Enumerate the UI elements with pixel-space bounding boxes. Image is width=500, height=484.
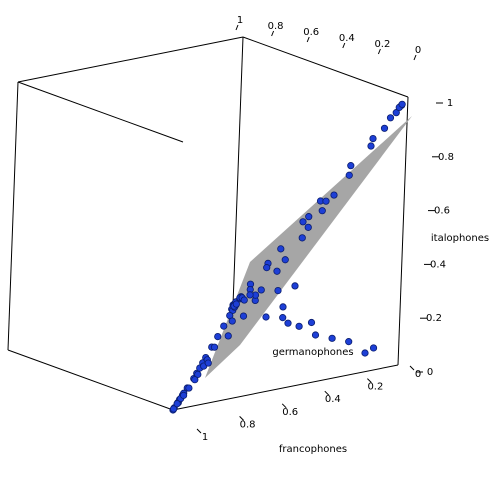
point — [299, 218, 307, 226]
point — [239, 312, 248, 320]
point — [311, 331, 320, 339]
point — [295, 322, 303, 330]
point — [307, 318, 316, 327]
point — [214, 332, 222, 341]
point — [361, 349, 369, 357]
point — [210, 343, 219, 351]
box-edge — [172, 364, 399, 411]
tick-mark — [413, 54, 417, 61]
tick-label: 0.2 — [374, 39, 390, 50]
tick-label: 0.8 — [438, 152, 454, 163]
point — [232, 300, 240, 308]
point — [367, 142, 375, 150]
point — [191, 376, 199, 384]
tick-mark — [409, 365, 415, 371]
point — [386, 114, 395, 122]
point — [369, 135, 377, 143]
tick-label: 1 — [447, 98, 453, 109]
point — [277, 245, 285, 253]
tick-label: 1 — [202, 432, 208, 443]
point — [228, 317, 236, 325]
point — [180, 391, 188, 399]
box-edge — [232, 36, 244, 306]
point — [240, 296, 248, 304]
point — [246, 291, 254, 299]
box-edge — [7, 81, 19, 351]
point — [220, 322, 228, 330]
point — [330, 191, 338, 199]
point — [279, 314, 287, 322]
z-axis-title: italophones — [431, 233, 489, 244]
tick-label: 0.8 — [268, 21, 284, 32]
point — [304, 223, 312, 231]
box-edge — [17, 36, 244, 83]
point — [173, 400, 181, 408]
tick-mark — [367, 378, 372, 383]
point — [380, 124, 389, 132]
tick-label: 0.4 — [339, 33, 355, 44]
point — [369, 344, 378, 352]
tick-label: 1 — [237, 15, 243, 26]
tick-label: 0.2 — [426, 313, 442, 324]
point — [194, 370, 202, 379]
point — [345, 338, 353, 346]
point — [185, 384, 193, 392]
point — [281, 256, 289, 264]
point — [263, 264, 271, 272]
point — [392, 109, 400, 117]
y-axis-title: germanophones — [272, 347, 353, 358]
point — [262, 313, 270, 321]
tick-mark — [235, 24, 239, 31]
tick-label: 0.4 — [430, 259, 446, 270]
point — [318, 207, 326, 215]
tick-label: 0.8 — [240, 419, 256, 430]
box-edge — [17, 81, 184, 143]
point — [328, 334, 336, 342]
tick-mark — [342, 42, 346, 49]
tick-mark — [324, 390, 330, 396]
point — [305, 213, 313, 221]
point — [257, 286, 265, 294]
tick-mark — [281, 403, 287, 409]
tick-label: 0 — [415, 369, 421, 380]
tick-label: 0.6 — [434, 206, 450, 217]
point — [347, 162, 355, 170]
tick-mark — [306, 36, 310, 43]
point — [224, 332, 232, 340]
box-edge — [397, 96, 409, 366]
point — [274, 286, 282, 295]
box-edge — [7, 349, 174, 411]
regression-plane — [205, 116, 412, 378]
point — [279, 303, 287, 311]
tick-label: 0.6 — [303, 27, 319, 38]
tick-label: 0.4 — [325, 394, 341, 405]
tick-label: 0.6 — [282, 407, 298, 418]
tick-mark — [377, 48, 381, 55]
point — [291, 282, 299, 290]
point — [204, 359, 212, 367]
point — [322, 197, 330, 205]
point — [170, 405, 178, 413]
tick-mark — [239, 416, 244, 421]
tick-label: 0 — [427, 367, 433, 378]
point — [298, 234, 306, 242]
tick-label: 0.2 — [367, 382, 383, 393]
tick-label: 0 — [415, 45, 421, 56]
tick-mark — [271, 30, 275, 37]
point — [284, 319, 292, 327]
point — [398, 100, 406, 108]
x-axis-title: francophones — [279, 444, 347, 455]
box-edge — [242, 36, 409, 98]
point — [345, 171, 353, 179]
point — [273, 267, 281, 275]
tick-mark — [196, 428, 202, 434]
